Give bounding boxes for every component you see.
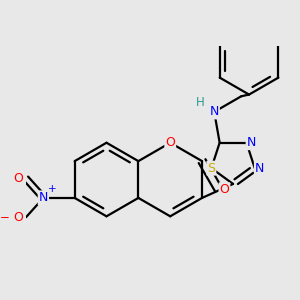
Text: N: N [39, 191, 48, 204]
Text: N: N [255, 162, 264, 175]
Text: O: O [165, 136, 175, 149]
Text: N: N [209, 105, 219, 119]
Text: S: S [207, 162, 215, 175]
Text: O: O [13, 172, 23, 185]
Text: −: − [0, 211, 10, 224]
Text: +: + [48, 184, 56, 194]
Text: N: N [247, 136, 256, 149]
Text: O: O [220, 183, 230, 196]
Text: O: O [13, 211, 23, 224]
Text: H: H [196, 96, 205, 109]
